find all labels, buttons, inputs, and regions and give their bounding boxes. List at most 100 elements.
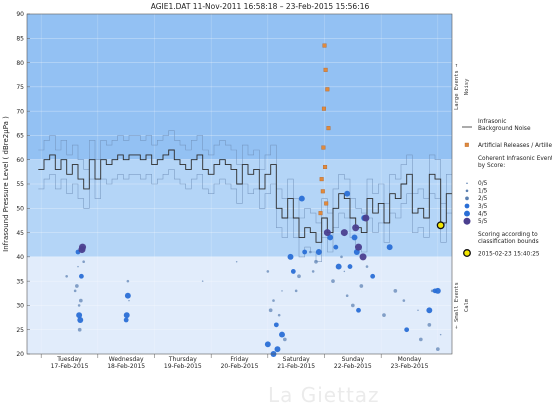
event-point-3-of-5 — [356, 307, 361, 313]
event-point-2-of-5 — [77, 327, 82, 332]
event-point-1-of-5 — [277, 313, 281, 317]
event-point-1-of-5 — [311, 270, 315, 273]
legend-latest-label: 2015-02-23 15:40:25 — [478, 252, 540, 258]
artificial-release-point — [323, 164, 328, 169]
x-tick-label-date: 17-Feb-2015 — [51, 363, 89, 370]
x-tick-label-day: Thursday — [168, 356, 197, 363]
y-tick-label: 60 — [16, 157, 24, 164]
legend-noise-label-line: Background Noise — [478, 126, 531, 132]
legend-score-swatch — [464, 203, 470, 209]
noise-line — [38, 149, 452, 243]
event-point-3-of-5 — [302, 249, 308, 255]
x-tick-label-date: 20-Feb-2015 — [221, 363, 259, 370]
legend-score-label: 4/5 — [478, 211, 488, 217]
y-tick-label: 40 — [16, 254, 24, 261]
x-tick-label-day: Friday — [230, 356, 249, 363]
x-tick-label-day: Sunday — [342, 356, 365, 363]
band-sublabel: Calm — [464, 298, 470, 312]
event-point-3-of-5 — [370, 273, 376, 279]
legend: Infrasonic Background Noise Artificial Rel… — [462, 119, 552, 258]
event-point-2-of-5 — [382, 313, 386, 317]
event-point-4-of-5 — [351, 234, 358, 241]
event-point-4-of-5 — [344, 190, 351, 197]
y-tick-label: 80 — [16, 60, 24, 67]
x-tick-label-day: Wednesday — [109, 356, 144, 363]
event-point-5-of-5 — [79, 243, 87, 251]
legend-score-label: 1/5 — [478, 189, 488, 195]
event-point-5-of-5 — [359, 253, 367, 261]
event-point-2-of-5 — [314, 259, 318, 264]
y-tick-label: 45 — [16, 230, 24, 237]
chart-title: AGIE1.DAT 11-Nov-2011 16:58:18 – 23-Feb-… — [151, 2, 370, 11]
event-point-2-of-5 — [427, 323, 432, 327]
band-label: ← Small Events — [454, 282, 460, 328]
y-tick-label: 50 — [16, 205, 24, 212]
legend-noise-label: Infrasonic Background Noise — [478, 119, 531, 132]
event-point-4-of-5 — [77, 317, 84, 323]
event-point-5-of-5 — [355, 243, 362, 251]
event-point-5-of-5 — [352, 224, 360, 232]
band-sublabel: Noisy — [464, 78, 470, 95]
x-tick-label-day: Tuesday — [56, 356, 82, 363]
legend-score-swatch — [465, 189, 469, 193]
event-point-4-of-5 — [76, 312, 83, 319]
legend-artificial-swatch — [464, 142, 469, 147]
event-point-0-of-5 — [235, 260, 238, 263]
latest-event-point — [436, 221, 445, 230]
event-point-5-of-5 — [362, 214, 370, 222]
y-tick-label: 70 — [16, 108, 24, 115]
event-points — [65, 43, 445, 357]
y-tick-label: 25 — [16, 327, 24, 334]
y-tick-label: 55 — [16, 181, 24, 188]
legend-latest-swatch — [463, 249, 471, 257]
event-point-3-of-5 — [79, 273, 84, 279]
x-tick-label-date: 19-Feb-2015 — [164, 363, 202, 370]
x-tick-label-date: 22-Feb-2015 — [334, 363, 372, 370]
event-point-5-of-5 — [323, 229, 331, 237]
legend-scoring-note: Scoring according to classification bound… — [478, 232, 539, 245]
event-point-1-of-5 — [77, 304, 81, 307]
y-tick-label: 90 — [16, 11, 24, 18]
event-point-2-of-5 — [393, 289, 398, 293]
artificial-release-point — [321, 145, 326, 150]
event-point-4-of-5 — [264, 341, 271, 348]
y-tick-label: 65 — [16, 133, 24, 140]
event-point-1-of-5 — [266, 270, 270, 273]
x-tick-label-day: Monday — [398, 356, 422, 363]
y-axis-label: Infrasound Pressure Level ( dBre2µPa ) — [2, 116, 10, 252]
artificial-release-point — [322, 43, 327, 48]
legend-score-label: 5/5 — [478, 219, 488, 225]
watermark: La Giettaz — [268, 383, 380, 407]
event-point-4-of-5 — [386, 244, 393, 251]
event-point-1-of-5 — [126, 279, 130, 283]
event-point-2-of-5 — [268, 308, 273, 313]
x-tick-label-date: 23-Feb-2015 — [391, 363, 429, 370]
event-point-1-of-5 — [365, 265, 369, 268]
event-point-4-of-5 — [123, 312, 130, 319]
x-tick-label-date: 18-Feb-2015 — [107, 363, 145, 370]
artificial-release-point — [320, 189, 325, 194]
artificial-release-point — [324, 201, 329, 206]
event-point-1-of-5 — [272, 299, 275, 302]
event-point-1-of-5 — [340, 255, 343, 259]
event-point-0-of-5 — [417, 309, 419, 312]
legend-artificial-label: Artificial Releases / Artillery — [478, 143, 552, 149]
event-point-3-of-5 — [290, 269, 296, 274]
legend-score-swatch — [464, 210, 470, 217]
event-point-3-of-5 — [273, 322, 279, 328]
event-point-0-of-5 — [281, 290, 283, 292]
legend-score-swatch — [466, 182, 468, 184]
event-point-4-of-5 — [279, 331, 285, 338]
event-point-0-of-5 — [343, 270, 346, 273]
event-point-1-of-5 — [402, 299, 406, 302]
event-point-3-of-5 — [123, 317, 129, 323]
event-point-2-of-5 — [282, 337, 287, 342]
event-point-1-of-5 — [345, 294, 349, 298]
artificial-release-point — [319, 177, 324, 182]
event-point-2-of-5 — [297, 274, 301, 279]
legend-scoring-note-line: Scoring according to — [478, 232, 538, 238]
legend-coherent-label-line: Coherent Infrasonic Events, — [478, 156, 552, 162]
event-point-3-of-5 — [404, 327, 410, 333]
grid-lines — [27, 13, 452, 355]
background-noise-series — [38, 130, 452, 262]
